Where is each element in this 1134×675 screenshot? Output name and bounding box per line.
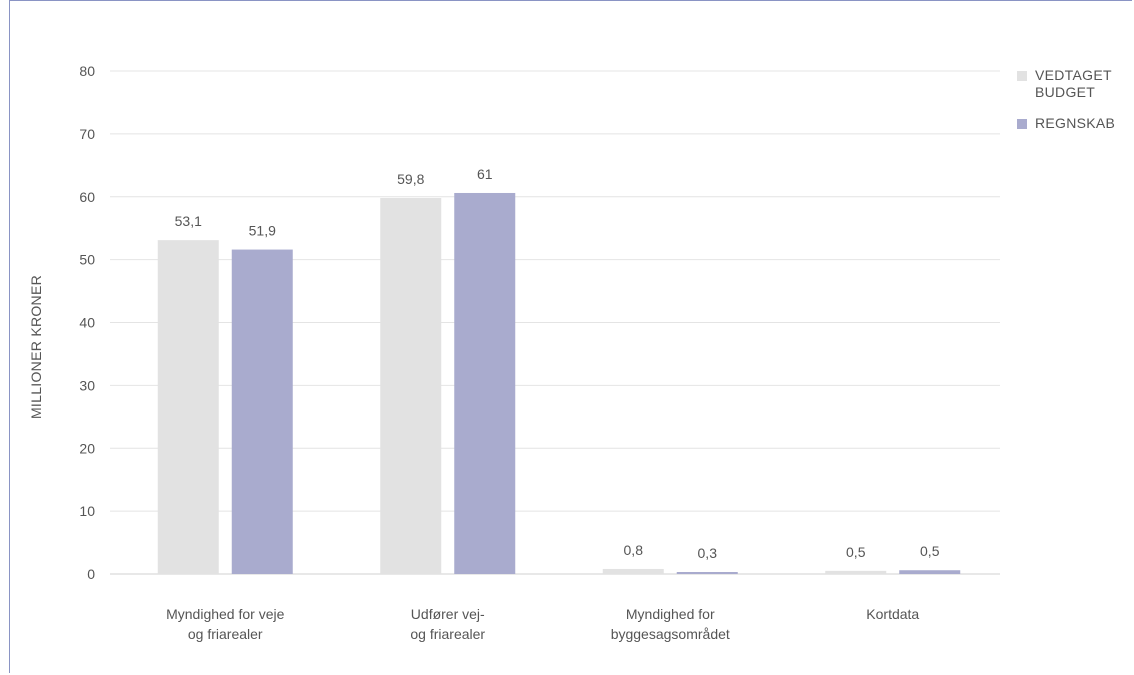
legend-item-vedtaget-budget: VEDTAGET BUDGET	[1017, 67, 1132, 101]
category-labels: Myndighed for veje og friarealer Udfører v…	[166, 606, 919, 642]
y-tick-label: 50	[79, 252, 95, 268]
y-tick-label: 60	[79, 189, 95, 205]
legend: VEDTAGET BUDGET REGNSKAB	[1017, 67, 1132, 146]
bar-regnskab	[676, 572, 738, 574]
y-axis-title: MILLIONER KRONER	[28, 275, 44, 419]
data-label: 59,8	[397, 171, 424, 187]
legend-swatch-regnskab	[1017, 119, 1027, 129]
gridlines	[110, 70, 1000, 575]
legend-swatch-vedtaget-budget	[1017, 71, 1027, 81]
chart-frame	[9, 0, 1132, 673]
data-label: 0,8	[624, 542, 644, 558]
data-label: 61	[477, 166, 493, 182]
legend-label-vedtaget-budget: VEDTAGET BUDGET	[1035, 67, 1112, 100]
y-tick-label: 10	[79, 503, 95, 519]
y-tick-label: 0	[87, 566, 95, 582]
legend-label-regnskab: REGNSKAB	[1035, 115, 1116, 131]
y-tick-labels: 0 10 20 30 40 50 60 70 80	[79, 63, 95, 582]
bar-regnskab	[899, 570, 961, 574]
bar-regnskab	[454, 192, 516, 575]
data-label: 0,5	[846, 544, 866, 560]
bar-vedtaget-budget	[602, 568, 664, 574]
y-tick-label: 30	[79, 377, 95, 393]
category-label: Myndighed for veje og friarealer	[166, 606, 285, 642]
data-label: 51,9	[249, 223, 276, 239]
bars	[157, 192, 961, 575]
y-tick-label: 20	[79, 440, 95, 456]
legend-item-regnskab: REGNSKAB	[1017, 115, 1132, 132]
bar-regnskab	[231, 249, 293, 574]
y-tick-label: 40	[79, 315, 95, 331]
data-label: 0,3	[698, 545, 718, 561]
y-tick-label: 80	[79, 63, 95, 79]
category-label: Myndighed for byggesagsområdet	[611, 606, 730, 642]
data-label: 53,1	[175, 213, 202, 229]
data-labels: 53,1 51,9 59,8 61 0,8 0,3 0,5 0,5	[175, 166, 940, 561]
y-tick-label: 70	[79, 126, 95, 142]
data-label: 0,5	[920, 543, 940, 559]
bar-vedtaget-budget	[825, 570, 887, 574]
bar-vedtaget-budget	[380, 198, 442, 574]
bar-vedtaget-budget	[157, 240, 219, 575]
category-label: Udfører vej-og friarealer	[410, 606, 485, 642]
category-label: Kortdata	[866, 606, 919, 622]
